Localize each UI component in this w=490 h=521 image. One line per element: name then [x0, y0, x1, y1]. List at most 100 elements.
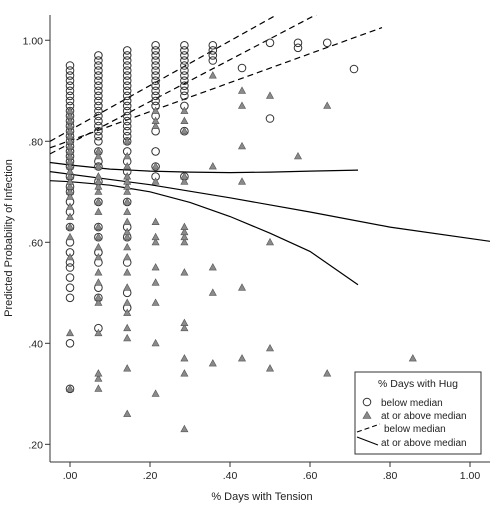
data-point-triangle	[65, 131, 75, 140]
data-point-circle	[180, 46, 189, 55]
data-point-triangle	[123, 409, 132, 417]
data-point-triangle	[123, 162, 132, 170]
data-point-circle	[151, 81, 160, 90]
data-point-circle	[151, 147, 160, 156]
data-point-triangle	[151, 389, 160, 397]
x-axis-label: % Days with Tension	[211, 491, 312, 503]
data-point-circle	[122, 56, 132, 65]
data-point-triangle	[94, 146, 103, 155]
data-point-triangle	[123, 217, 132, 225]
data-point-triangle	[65, 157, 75, 165]
data-point-circle	[65, 86, 75, 96]
fit-line-solid	[50, 161, 359, 174]
data-point-triangle	[94, 268, 103, 276]
data-point-circle	[65, 81, 75, 90]
data-point-triangle	[94, 177, 103, 185]
data-point-triangle	[323, 369, 332, 377]
data-point-circle	[94, 101, 103, 111]
data-point-triangle	[123, 197, 132, 205]
y-tick-label: .40	[28, 338, 43, 350]
fit-line-solid	[50, 180, 359, 286]
legend: % Days with Hug below median at or above…	[354, 371, 482, 455]
data-point-circle	[94, 51, 103, 60]
data-point-triangle	[180, 116, 189, 124]
x-tick-label: 1.00	[460, 470, 481, 482]
legend-entry-below-median: below median	[381, 398, 443, 409]
data-point-triangle	[123, 364, 132, 372]
data-point-circle	[122, 66, 132, 75]
fit-line-dashed	[50, 27, 383, 149]
data-point-triangle	[65, 162, 75, 170]
data-point-triangle	[151, 116, 160, 124]
data-point-circle	[349, 64, 359, 74]
fit-line-dashed	[50, 15, 278, 142]
data-point-circle	[151, 71, 160, 80]
data-point-triangle	[123, 268, 132, 276]
data-point-triangle	[151, 177, 160, 185]
data-point-circle	[65, 96, 75, 106]
data-point-circle	[94, 66, 103, 75]
data-point-circle	[237, 63, 247, 73]
data-point-circle	[122, 111, 132, 121]
data-point-circle	[94, 131, 103, 141]
data-point-triangle	[94, 278, 103, 286]
data-point-circle	[180, 66, 189, 75]
data-point-circle	[151, 86, 160, 96]
data-point-triangle	[151, 217, 160, 225]
data-point-circle	[94, 81, 103, 90]
data-point-circle	[180, 76, 189, 85]
data-point-triangle	[65, 252, 75, 261]
data-point-triangle	[180, 268, 189, 276]
data-point-circle	[151, 41, 160, 50]
data-point-triangle	[65, 106, 75, 114]
data-point-circle	[94, 86, 103, 96]
data-point-triangle	[123, 151, 132, 160]
data-point-triangle	[265, 364, 275, 372]
data-point-triangle	[94, 182, 103, 190]
x-tick-label: .40	[223, 470, 238, 482]
data-point-triangle	[151, 232, 160, 241]
x-tick-label: .20	[143, 470, 158, 482]
data-point-circle	[65, 263, 75, 272]
data-point-triangle	[65, 146, 75, 155]
data-point-triangle	[180, 318, 189, 327]
data-point-circle	[94, 61, 103, 70]
data-point-triangle	[65, 167, 75, 175]
data-point-circle	[122, 61, 132, 70]
data-point-circle	[65, 91, 75, 101]
data-point-triangle	[65, 202, 75, 210]
data-point-triangle	[151, 263, 160, 271]
data-point-triangle	[180, 237, 189, 246]
data-point-circle	[65, 293, 75, 303]
data-point-circle	[94, 121, 103, 131]
data-point-triangle	[123, 333, 132, 342]
data-point-circle	[94, 106, 103, 116]
data-point-circle	[151, 56, 160, 65]
data-point-circle	[180, 51, 189, 60]
data-point-triangle	[123, 323, 132, 332]
data-point-triangle	[408, 354, 417, 362]
data-point-triangle	[123, 232, 132, 241]
data-point-circle	[94, 116, 103, 126]
data-point-circle	[122, 126, 132, 136]
data-points	[65, 38, 417, 433]
data-point-triangle	[65, 232, 75, 241]
data-point-triangle	[94, 151, 103, 160]
data-point-circle	[265, 114, 275, 123]
y-axis-label: Predicted Probability of Infection	[3, 159, 15, 317]
data-point-triangle	[151, 237, 160, 246]
data-point-triangle	[123, 242, 132, 251]
data-point-triangle	[94, 232, 103, 241]
data-point-triangle	[123, 207, 132, 215]
data-point-triangle	[94, 369, 103, 377]
data-point-triangle	[94, 252, 103, 261]
data-point-circle	[180, 86, 189, 96]
x-tick-label: .60	[303, 470, 318, 482]
data-point-triangle	[151, 298, 160, 306]
x-tick-label: .80	[383, 470, 398, 482]
data-point-triangle	[94, 374, 103, 382]
legend-dashed-line	[356, 423, 381, 433]
data-point-circle	[208, 51, 218, 60]
data-point-triangle	[94, 222, 103, 230]
